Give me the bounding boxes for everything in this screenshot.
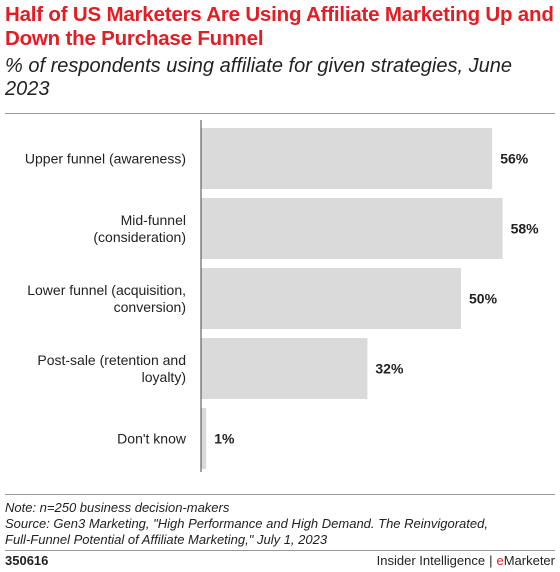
data-label-1: 58%	[511, 221, 540, 237]
data-label-2: 50%	[469, 291, 498, 307]
bar-0	[201, 128, 493, 189]
brand-separator: |	[489, 553, 493, 568]
chart-title: Half of US Marketers Are Using Affiliate…	[5, 3, 554, 50]
data-label-4: 1%	[214, 431, 235, 447]
category-label-line: (consideration)	[93, 229, 186, 245]
brand-emarketer: Marketer	[503, 553, 555, 568]
bar-3	[201, 338, 368, 399]
category-label-line: loyalty)	[142, 369, 186, 385]
bar-2	[201, 268, 461, 329]
data-label-3: 32%	[375, 361, 404, 377]
notes-divider	[5, 494, 555, 495]
chart-notes: Note: n=250 business decision-makers Sou…	[5, 500, 555, 548]
brand-e: e	[496, 553, 504, 568]
category-label-line: Upper funnel (awareness)	[25, 151, 186, 167]
category-label-line: Don't know	[117, 431, 187, 447]
chart-subtitle: % of respondents using affiliate for giv…	[5, 55, 512, 100]
category-label-2: Lower funnel (acquisition, conversion)	[27, 282, 186, 315]
category-label-1: Mid-funnel (consideration)	[93, 212, 186, 245]
category-label-3: Post-sale (retention and loyalty)	[37, 352, 186, 385]
header-divider	[5, 113, 555, 114]
category-label-line: Post-sale (retention and	[37, 352, 186, 368]
category-label-line: Lower funnel (acquisition,	[27, 282, 186, 298]
data-label-0: 56%	[500, 151, 529, 167]
source-text-line1: Source: Gen3 Marketing, "High Performanc…	[5, 516, 488, 531]
bar-1	[201, 198, 503, 259]
brand-insider-intelligence: Insider Intelligence	[376, 553, 486, 568]
category-label-4: Don't know	[117, 431, 187, 447]
category-label-line: Mid-funnel	[121, 212, 186, 228]
brand-credit: Insider Intelligence | eMarketer	[377, 553, 555, 568]
footer-divider	[5, 550, 555, 551]
bar-4	[201, 408, 207, 469]
category-label-line: conversion)	[114, 299, 186, 315]
source-text-line2: Full-Funnel Potential of Affiliate Marke…	[5, 532, 328, 547]
chart-id: 350616	[5, 553, 49, 568]
note-text: Note: n=250 business decision-makers	[5, 500, 230, 515]
category-label-0: Upper funnel (awareness)	[25, 151, 186, 167]
bar-chart: 56% Upper funnel (awareness) 58% Mid-funnel…	[25, 120, 540, 472]
